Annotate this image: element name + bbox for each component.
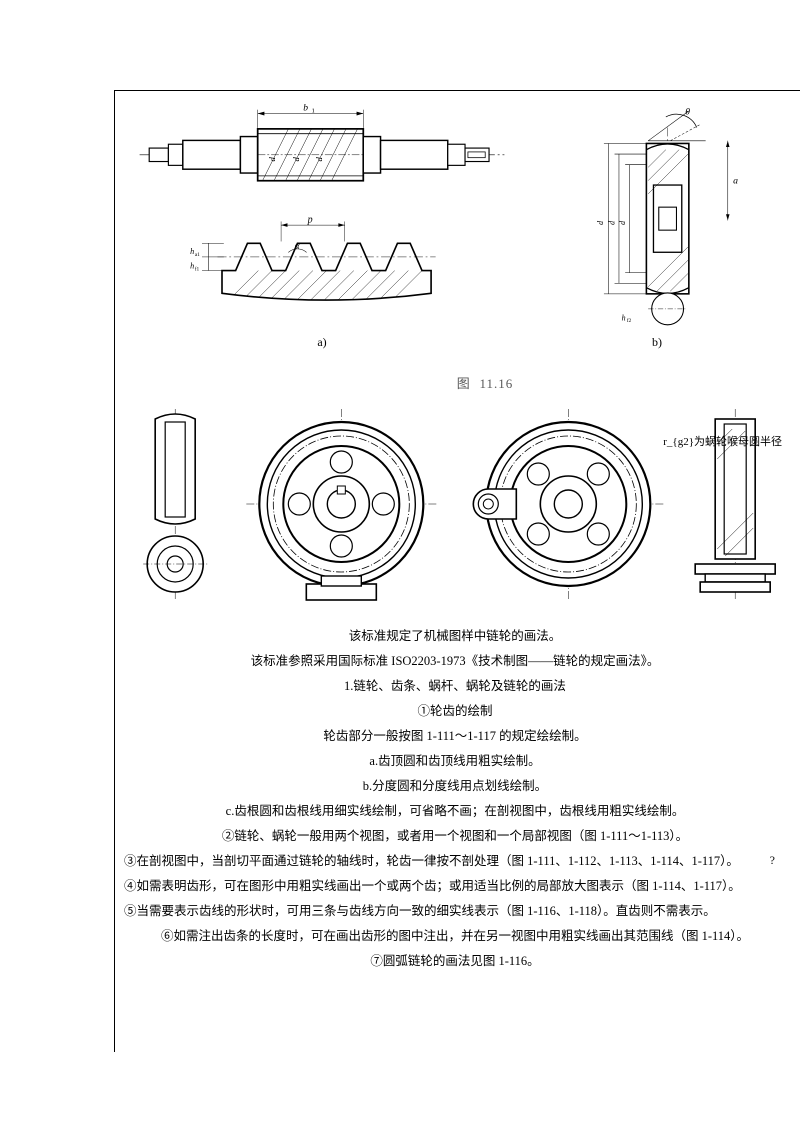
worm-wheel-drawing: θ a: [529, 101, 785, 331]
svg-text:1: 1: [311, 108, 314, 115]
svg-text:d: d: [291, 157, 301, 162]
text-line-11: ④如需表明齿形，可在图形中用粗实线画出一个或两个齿；或用适当比例的局部放大图表示…: [120, 874, 790, 899]
rack-profile-drawing: p: [178, 216, 466, 316]
svg-text:h: h: [190, 247, 194, 256]
text-line-12: ⑤当需要表示齿线的形状时，可用三条与齿线方向一致的细实线表示（图 1-116、1…: [120, 899, 790, 924]
svg-text:h: h: [622, 313, 626, 322]
body-text: 该标准规定了机械图样中链轮的画法。 该标准参照采用国际标准 ISO2203-19…: [120, 624, 790, 974]
svg-text:d: d: [267, 157, 277, 162]
text-line-10: ③在剖视图中，当剖切平面通过链轮的轴线时，轮齿一律按不剖处理（图 1-111、1…: [120, 849, 790, 874]
text-line-5: 轮齿部分一般按图 1-111～1-117 的规定绘绘制。: [120, 724, 790, 749]
text-line-2: 该标准参照采用国际标准 ISO2203-1973《技术制图——链轮的规定画法》。: [120, 649, 790, 674]
worm-shaft-drawing: b 1 d d d: [130, 100, 514, 200]
text-line-13: ⑥如需注出齿条的长度时，可在画出齿形的图中注出，并在另一视图中用粗实线画出其范围…: [120, 924, 790, 949]
figure-b-label: b): [652, 335, 662, 350]
page-content: b 1 d d d p: [120, 95, 790, 1047]
figure-a-label: a): [317, 335, 326, 350]
text-line-14: ⑦圆弧链轮的画法见图 1-116。: [120, 949, 790, 974]
figure-a-container: b 1 d d d p: [120, 95, 524, 355]
figure-row-top: b 1 d d d p: [120, 95, 790, 355]
svg-text:a: a: [733, 175, 738, 186]
gear-front-2: [459, 404, 678, 604]
figure-b-container: θ a: [524, 95, 790, 355]
svg-text:p: p: [307, 216, 313, 225]
text-line-7: b.分度圆和分度线用点划线绘制。: [120, 774, 790, 799]
svg-text:d: d: [314, 157, 324, 162]
svg-text:h: h: [190, 261, 194, 270]
gear-front-1: [232, 404, 451, 604]
caption-number: 11.16: [479, 376, 513, 391]
figure-caption: 图 11.16: [120, 373, 790, 392]
text-line-6: a.齿顶圆和齿顶线用粗实绘制。: [120, 749, 790, 774]
text-line-8: c.齿根圆和齿根线用细实线绘制，可省略不画；在剖视图中，齿根线用粗实线绘制。: [120, 799, 790, 824]
question-mark: ?: [770, 853, 775, 868]
svg-text:f1: f1: [195, 265, 200, 272]
text-line-9: ②链轮、蜗轮一般用两个视图，或者用一个视图和一个局部视图（图 1-111～1-1…: [120, 824, 790, 849]
caption-label: 图: [457, 376, 470, 391]
svg-text:f2: f2: [627, 317, 632, 324]
svg-text:d: d: [618, 220, 627, 224]
svg-text:α: α: [295, 240, 300, 250]
text-line-1: 该标准规定了机械图样中链轮的画法。: [120, 624, 790, 649]
pulley-side-1: [126, 404, 224, 604]
figure-b-note: r_{g2}为蜗轮喉母圆半径: [663, 433, 782, 449]
svg-text:θ: θ: [685, 106, 690, 117]
text-line-4: ①轮齿的绘制: [120, 699, 790, 724]
svg-text:d: d: [596, 220, 605, 224]
svg-text:a1: a1: [195, 252, 200, 258]
text-line-3: 1.链轮、齿条、蜗杆、蜗轮及链轮的画法: [120, 674, 790, 699]
svg-text:d: d: [608, 220, 617, 224]
svg-text:b: b: [303, 103, 308, 114]
